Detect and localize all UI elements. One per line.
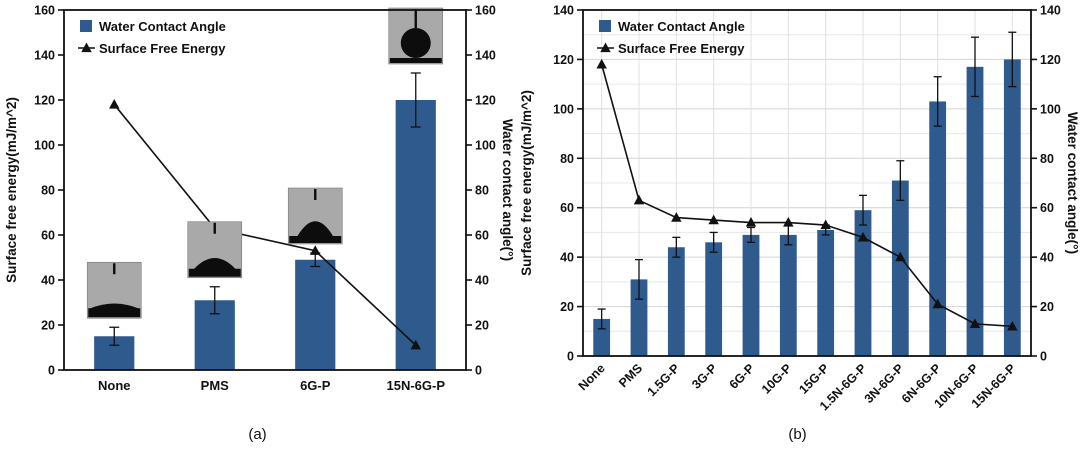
svg-text:140: 140 — [1040, 4, 1061, 18]
svg-text:10G-P: 10G-P — [759, 361, 794, 396]
svg-text:60: 60 — [475, 229, 489, 243]
svg-text:120: 120 — [1040, 53, 1061, 67]
chart-b: 0 0 20 20 40 40 60 60 80 80 100 100 120 120 140 140 None… — [519, 4, 1080, 414]
svg-text:15N-6G-P: 15N-6G-P — [386, 378, 445, 393]
svg-text:3G-P: 3G-P — [689, 361, 720, 392]
svg-text:80: 80 — [560, 152, 574, 166]
svg-text:100: 100 — [1040, 102, 1061, 116]
svg-text:80: 80 — [1040, 152, 1054, 166]
svg-text:None: None — [98, 378, 131, 393]
svg-text:PMS: PMS — [201, 378, 230, 393]
svg-text:160: 160 — [475, 4, 496, 18]
svg-text:120: 120 — [475, 94, 496, 108]
svg-text:Water contact angle(°): Water contact angle(°) — [500, 119, 515, 261]
svg-text:100: 100 — [475, 139, 496, 153]
panel-b: 0 0 20 20 40 40 60 60 80 80 100 100 120 120 140 140 None… — [515, 0, 1080, 455]
svg-text:0: 0 — [567, 350, 574, 364]
svg-text:Surface free energy(mJ/m^2): Surface free energy(mJ/m^2) — [4, 97, 19, 283]
svg-text:1.5G-P: 1.5G-P — [645, 361, 683, 399]
panel-b-label: (b) — [788, 426, 807, 443]
svg-text:Surface Free Energy: Surface Free Energy — [618, 41, 745, 56]
svg-text:60: 60 — [560, 201, 574, 215]
svg-text:80: 80 — [41, 184, 55, 198]
svg-text:Surface Free Energy: Surface Free Energy — [99, 41, 226, 56]
svg-text:60: 60 — [1040, 201, 1054, 215]
svg-text:20: 20 — [560, 300, 574, 314]
svg-text:Water Contact Angle: Water Contact Angle — [618, 19, 745, 34]
svg-text:40: 40 — [1040, 251, 1054, 265]
svg-text:6G-P: 6G-P — [727, 361, 758, 392]
svg-text:120: 120 — [34, 94, 55, 108]
svg-text:20: 20 — [1040, 300, 1054, 314]
svg-text:3N-6G-P: 3N-6G-P — [862, 361, 907, 406]
svg-text:Surface free energy(mJ/m^2): Surface free energy(mJ/m^2) — [519, 90, 534, 276]
svg-text:60: 60 — [41, 229, 55, 243]
svg-text:None: None — [576, 361, 608, 393]
svg-text:80: 80 — [475, 184, 489, 198]
svg-text:140: 140 — [475, 49, 496, 63]
svg-text:140: 140 — [553, 4, 574, 18]
chart-a: 0 0 20 20 40 40 60 60 80 80 100 100 120 120 140 140 160 1… — [4, 4, 515, 394]
panel-a: 0 0 20 20 40 40 60 60 80 80 100 100 120 120 140 140 160 1… — [0, 0, 515, 455]
svg-text:120: 120 — [553, 53, 574, 67]
svg-text:100: 100 — [553, 102, 574, 116]
svg-text:40: 40 — [475, 274, 489, 288]
svg-text:40: 40 — [560, 251, 574, 265]
svg-text:140: 140 — [34, 49, 55, 63]
svg-text:15G-P: 15G-P — [796, 361, 831, 396]
svg-text:Water Contact Angle: Water Contact Angle — [99, 19, 226, 34]
svg-text:0: 0 — [1040, 350, 1047, 364]
svg-text:20: 20 — [41, 319, 55, 333]
svg-text:20: 20 — [475, 319, 489, 333]
svg-text:6G-P: 6G-P — [300, 378, 331, 393]
svg-text:Water contact angle(°): Water contact angle(°) — [1065, 112, 1080, 254]
svg-text:40: 40 — [41, 274, 55, 288]
svg-text:PMS: PMS — [616, 361, 645, 390]
svg-text:0: 0 — [475, 364, 482, 378]
svg-text:160: 160 — [34, 4, 55, 18]
panel-a-label: (a) — [248, 426, 267, 443]
svg-text:100: 100 — [34, 139, 55, 153]
svg-text:0: 0 — [48, 364, 55, 378]
